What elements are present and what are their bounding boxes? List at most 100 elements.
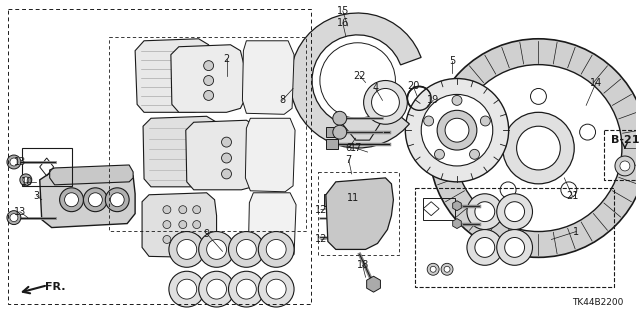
- Circle shape: [7, 155, 21, 169]
- Bar: [326, 127, 338, 137]
- Circle shape: [435, 149, 444, 159]
- Polygon shape: [326, 178, 394, 249]
- Polygon shape: [50, 165, 133, 185]
- Circle shape: [424, 116, 434, 126]
- Text: 13: 13: [13, 157, 26, 167]
- Text: 21: 21: [566, 191, 579, 201]
- Bar: [326, 139, 338, 149]
- Circle shape: [475, 237, 495, 257]
- Circle shape: [10, 214, 18, 222]
- Polygon shape: [186, 120, 260, 190]
- Polygon shape: [142, 193, 216, 257]
- Circle shape: [106, 188, 129, 212]
- Text: 14: 14: [590, 78, 602, 87]
- Text: 22: 22: [353, 70, 366, 81]
- Circle shape: [20, 174, 32, 186]
- Circle shape: [204, 61, 214, 70]
- Polygon shape: [245, 118, 295, 192]
- Text: 7: 7: [346, 155, 352, 165]
- Circle shape: [505, 237, 525, 257]
- Polygon shape: [452, 201, 461, 211]
- Circle shape: [615, 156, 635, 176]
- Circle shape: [179, 221, 187, 228]
- Text: 1: 1: [573, 226, 579, 236]
- Circle shape: [177, 240, 196, 259]
- Text: 16: 16: [337, 18, 349, 28]
- Circle shape: [23, 177, 29, 183]
- Text: FR.: FR.: [45, 282, 66, 292]
- Circle shape: [221, 137, 232, 147]
- Circle shape: [204, 76, 214, 85]
- Circle shape: [500, 182, 516, 198]
- Circle shape: [259, 271, 294, 307]
- Circle shape: [437, 110, 477, 150]
- Text: 13: 13: [13, 207, 26, 217]
- Circle shape: [163, 235, 171, 243]
- Circle shape: [455, 65, 622, 232]
- Bar: [22, 148, 72, 186]
- Text: 3: 3: [34, 191, 40, 201]
- Circle shape: [467, 230, 502, 265]
- Circle shape: [497, 230, 532, 265]
- Polygon shape: [290, 13, 421, 148]
- Circle shape: [333, 111, 347, 125]
- Circle shape: [620, 161, 630, 171]
- Circle shape: [481, 116, 490, 126]
- Circle shape: [266, 279, 286, 299]
- Circle shape: [221, 153, 232, 163]
- Circle shape: [7, 211, 21, 225]
- Bar: [109, 37, 306, 231]
- Circle shape: [580, 124, 596, 140]
- Polygon shape: [248, 193, 296, 259]
- Polygon shape: [135, 39, 214, 112]
- Circle shape: [470, 149, 479, 159]
- Polygon shape: [367, 276, 380, 292]
- Bar: [604, 130, 640, 180]
- Circle shape: [320, 43, 396, 118]
- Circle shape: [421, 94, 493, 166]
- Circle shape: [193, 235, 201, 243]
- Circle shape: [177, 279, 196, 299]
- Circle shape: [228, 232, 264, 267]
- Circle shape: [516, 126, 560, 170]
- Circle shape: [228, 271, 264, 307]
- Circle shape: [445, 118, 469, 142]
- Circle shape: [475, 202, 495, 222]
- Circle shape: [88, 193, 102, 207]
- Bar: [324, 194, 336, 206]
- Circle shape: [198, 232, 234, 267]
- Circle shape: [531, 88, 547, 104]
- Circle shape: [163, 221, 171, 228]
- Polygon shape: [452, 219, 461, 228]
- Text: 9: 9: [204, 228, 210, 239]
- Circle shape: [10, 158, 18, 166]
- Circle shape: [505, 202, 525, 222]
- Circle shape: [169, 232, 205, 267]
- Circle shape: [405, 78, 509, 182]
- Circle shape: [364, 80, 407, 124]
- Circle shape: [207, 240, 227, 259]
- Circle shape: [266, 240, 286, 259]
- Text: 12: 12: [315, 205, 327, 215]
- Text: 17: 17: [349, 143, 362, 153]
- Circle shape: [236, 240, 256, 259]
- Circle shape: [333, 125, 347, 139]
- Circle shape: [427, 263, 439, 275]
- Circle shape: [561, 182, 577, 198]
- Circle shape: [179, 206, 187, 214]
- Circle shape: [236, 279, 256, 299]
- Circle shape: [502, 112, 574, 184]
- Circle shape: [221, 169, 232, 179]
- Text: B-21: B-21: [611, 135, 639, 145]
- Text: 15: 15: [337, 6, 349, 16]
- Circle shape: [467, 194, 502, 230]
- Text: TK44B2200: TK44B2200: [573, 298, 624, 307]
- Text: 18: 18: [356, 260, 369, 270]
- Bar: [423, 198, 455, 219]
- Text: 4: 4: [372, 84, 379, 93]
- Bar: [415, 188, 614, 287]
- Circle shape: [193, 221, 201, 228]
- Text: 10: 10: [20, 177, 33, 187]
- Bar: [8, 9, 311, 304]
- Circle shape: [430, 266, 436, 272]
